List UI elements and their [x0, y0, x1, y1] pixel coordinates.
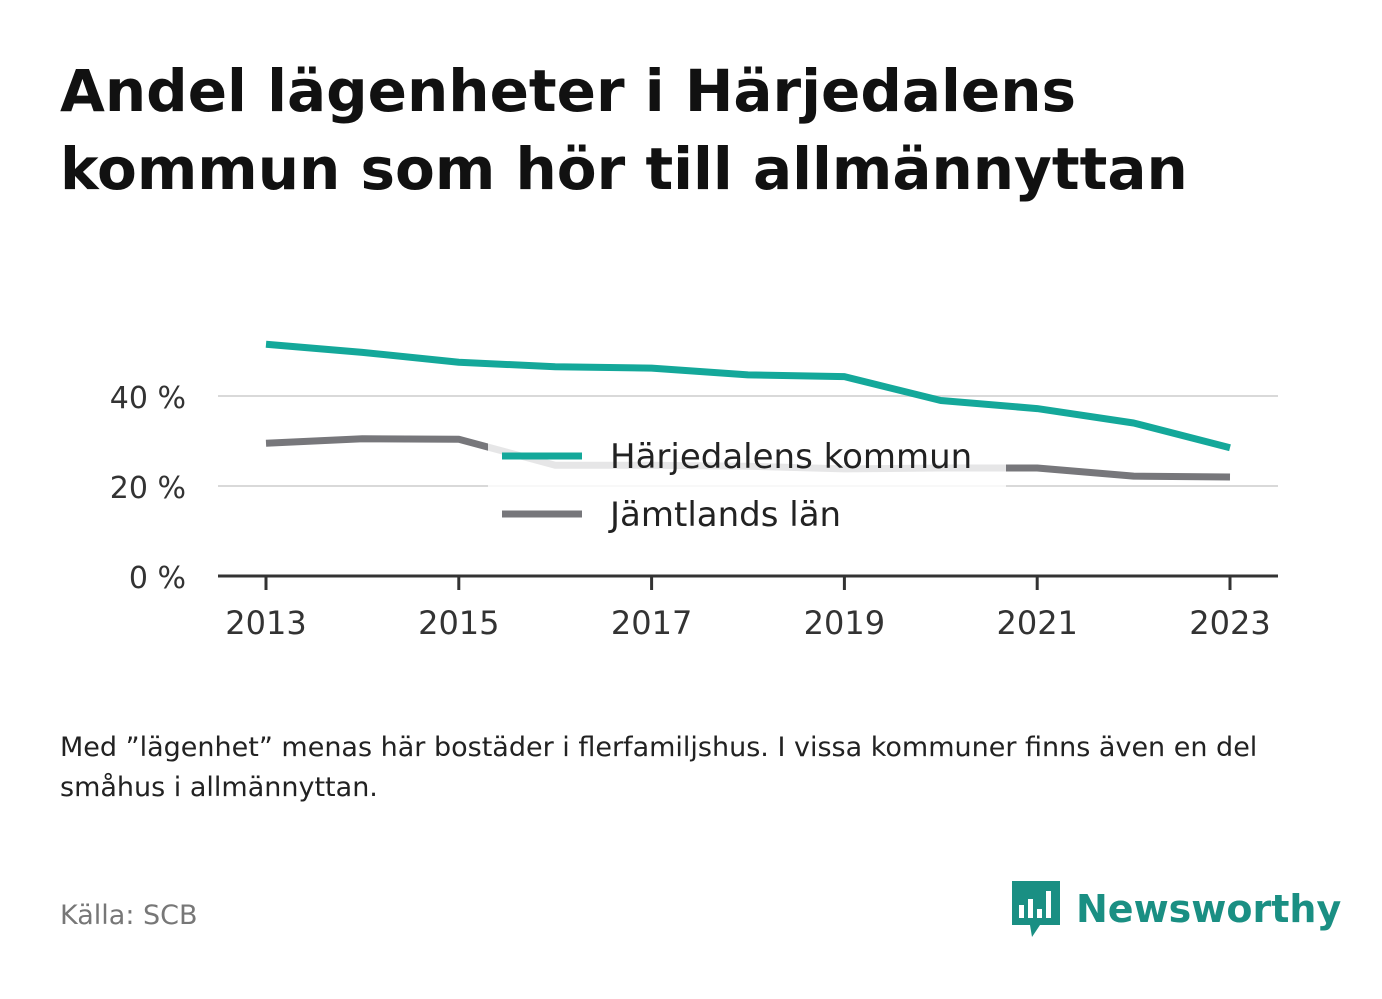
series-line-0 — [265, 340, 1231, 452]
legend-label-0: Härjedalens kommun — [610, 437, 972, 477]
y-tick-label: 20 % — [110, 471, 186, 506]
brand-logo: Newsworthy — [1010, 878, 1341, 940]
y-axis-tick-labels: 0 % 20 % 40 % — [110, 381, 186, 596]
x-tick-label: 2015 — [418, 604, 499, 642]
x-tick-label: 2021 — [996, 604, 1077, 642]
x-tick-label: 2013 — [225, 604, 306, 642]
brand-name: Newsworthy — [1076, 887, 1342, 931]
legend-background — [488, 430, 1006, 540]
source-label: Källa: SCB — [60, 900, 198, 931]
line-chart: 0 % 20 % 40 % 2013 2015 2017 2019 2021 2023 Här… — [110, 340, 1278, 642]
legend-label-1: Jämtlands län — [608, 495, 841, 535]
y-tick-label: 0 % — [129, 561, 186, 596]
legend: Härjedalens kommun Jämtlands län — [488, 430, 1006, 540]
x-tick-label: 2019 — [804, 604, 885, 642]
x-axis-ticks: 2013 2015 2017 2019 2021 2023 — [225, 576, 1271, 642]
chart-note: Med ”lägenhet” menas här bostäder i fler… — [60, 732, 1258, 803]
x-tick-label: 2017 — [611, 604, 692, 642]
x-tick-label: 2023 — [1189, 604, 1270, 642]
y-tick-label: 40 % — [110, 381, 186, 416]
newsworthy-logo-icon — [1012, 881, 1060, 937]
chart-title: Andel lägenheter i Härjedalens kommun so… — [60, 57, 1188, 203]
